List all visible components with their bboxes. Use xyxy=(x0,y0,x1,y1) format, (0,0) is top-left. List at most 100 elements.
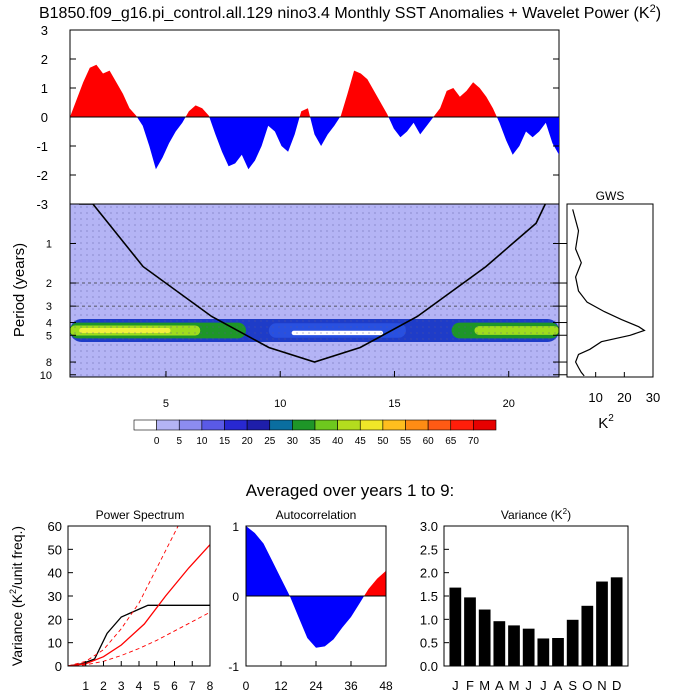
power-spectrum-y-tick-label: 30 xyxy=(48,589,62,604)
colorbar-cell xyxy=(405,419,429,431)
colorbar-cell xyxy=(473,419,497,431)
colorbar-label: 35 xyxy=(309,436,321,447)
wavelet-corner-label: -3 xyxy=(36,197,48,212)
power-spectrum-x-tick-label: 7 xyxy=(189,679,196,693)
power-spectrum-y-tick-label: 10 xyxy=(48,636,62,651)
wavelet-x-tick-label: 15 xyxy=(388,398,400,410)
variance-bar xyxy=(522,628,535,666)
power-spectrum-x-tick-label: 2 xyxy=(100,679,107,693)
gws-x-axis: 10 20 30 xyxy=(588,372,660,405)
power-spectrum-x-tick-label: 6 xyxy=(171,679,178,693)
power-spectrum-confidence-line xyxy=(68,526,179,666)
colorbar-label: 70 xyxy=(468,436,480,447)
colorbar-cell xyxy=(246,419,271,431)
variance-month-label: M xyxy=(509,678,520,693)
variance-month-label: A xyxy=(495,678,504,693)
gws-x-tick-label: 10 xyxy=(588,390,602,405)
sst-anomaly-y-axis: 3 2 1 0 -1 -2 xyxy=(36,23,559,183)
wavelet-y-tick-label: 3 xyxy=(46,301,52,313)
colorbar: 0 5 10 15 20 25 30 35 40 45 50 55 60 65 70 xyxy=(133,419,497,447)
autocorrelation-panel: Autocorrelation 1 0 -1 0 12 24 36 48 xyxy=(228,508,393,693)
variance-month-label: D xyxy=(612,678,621,693)
power-spectrum-lines xyxy=(68,526,210,666)
variance-bar xyxy=(478,609,491,666)
variance-y-tick-label: 0.0 xyxy=(420,659,438,674)
variance-month-label: J xyxy=(452,678,459,693)
sst-positive-area xyxy=(185,105,210,117)
colorbar-cell xyxy=(427,419,452,431)
power-spectrum-panel: Power Spectrum 0 10 20 30 40 50 60 1 2 3 4 5 6 7 8 Var… xyxy=(8,508,214,693)
sst-negative-area xyxy=(310,117,340,146)
variance-month-label: N xyxy=(597,678,606,693)
autocorrelation-y-tick-label: -1 xyxy=(228,660,239,674)
sst-y-tick-label: 0 xyxy=(41,110,48,125)
variance-panel: Variance (K2) 0.00.51.01.52.02.53.0J F M A M… xyxy=(420,507,629,693)
variance-month-label: J xyxy=(540,678,547,693)
variance-y-tick-label: 2.0 xyxy=(420,566,438,581)
variance-y-tick-label: 1.5 xyxy=(420,589,438,604)
colorbar-cell xyxy=(382,419,406,431)
colorbar-cell xyxy=(133,419,157,431)
variance-month-label: M xyxy=(479,678,490,693)
colorbar-label: 10 xyxy=(196,436,208,447)
power-spectrum-line xyxy=(68,604,210,666)
colorbar-label: 60 xyxy=(423,436,435,447)
colorbar-label: 40 xyxy=(332,436,344,447)
power-spectrum-frame xyxy=(67,525,211,667)
variance-bar xyxy=(508,625,520,666)
autocorrelation-x-tick-label: 36 xyxy=(344,679,358,693)
gws-frame xyxy=(566,203,654,378)
power-spectrum-title: Power Spectrum xyxy=(96,508,185,522)
sst-negative-area xyxy=(388,117,434,138)
colorbar-cell xyxy=(450,419,474,431)
colorbar-cell xyxy=(156,419,180,431)
power-spectrum-y-tick-label: 50 xyxy=(48,542,62,557)
variance-bar xyxy=(552,638,564,666)
variance-y-tick-label: 3.0 xyxy=(420,519,438,534)
autocorrelation-fills xyxy=(246,526,386,648)
wavelet-y-tick-label: 8 xyxy=(46,357,52,369)
colorbar-label: 50 xyxy=(377,436,389,447)
gws-x-tick-label: 30 xyxy=(646,390,660,405)
wavelet-x-tick-label: 5 xyxy=(163,398,169,410)
variance-month-label: F xyxy=(466,678,474,693)
colorbar-label: 15 xyxy=(219,436,231,447)
wavelet-frame xyxy=(69,203,560,378)
autocorrelation-title: Autocorrelation xyxy=(276,508,357,522)
sst-anomaly-fills xyxy=(70,64,559,170)
variance-y-tick-label: 0.5 xyxy=(420,636,438,651)
power-spectrum-confidence-line xyxy=(68,611,210,666)
colorbar-cell xyxy=(178,419,203,431)
gws-panel: GWS 10 20 30 K2 xyxy=(566,189,660,432)
colorbar-label: 20 xyxy=(242,436,254,447)
autocorrelation-x-tick-label: 24 xyxy=(309,679,323,693)
autocorrelation-x-tick-label: 12 xyxy=(274,679,288,693)
sst-y-tick-label: 2 xyxy=(41,52,48,67)
colorbar-label: 25 xyxy=(264,436,276,447)
gws-title: GWS xyxy=(596,189,625,203)
power-spectrum-line xyxy=(68,544,210,666)
variance-month-label: O xyxy=(582,678,592,693)
colorbar-cell xyxy=(224,419,248,431)
power-spectrum-y-label: Variance (K2/unit freq.) xyxy=(8,526,25,666)
power-spectrum-y-tick-label: 20 xyxy=(48,612,62,627)
sst-positive-area xyxy=(299,108,311,117)
colorbar-label: 30 xyxy=(287,436,299,447)
sst-positive-area xyxy=(340,70,389,117)
colorbar-label: 0 xyxy=(154,436,160,447)
wavelet-y-tick-label: 4 xyxy=(46,318,52,330)
autocorrelation-axes: 1 0 -1 0 12 24 36 48 xyxy=(228,520,393,693)
gws-line xyxy=(572,209,646,377)
gws-x-tick-label: 20 xyxy=(617,390,631,405)
wavelet-y-tick-label: 2 xyxy=(46,278,52,290)
autocorrelation-y-tick-label: 0 xyxy=(232,590,239,604)
variance-title: Variance (K2) xyxy=(501,507,571,522)
wavelet-x-axis: 5 10 15 20 xyxy=(163,371,515,410)
wavelet-x-tick-label: 10 xyxy=(274,398,286,410)
sst-anomaly-panel: 3 2 1 0 -1 -2 xyxy=(36,23,560,205)
autocorrelation-positive-area xyxy=(364,570,386,596)
wavelet-y-axis: 1 2 3 45 810 xyxy=(40,239,567,382)
power-spectrum-x-tick-label: 8 xyxy=(207,679,214,693)
variance-y-tick-label: 2.5 xyxy=(420,542,438,557)
variance-bar xyxy=(566,619,579,666)
